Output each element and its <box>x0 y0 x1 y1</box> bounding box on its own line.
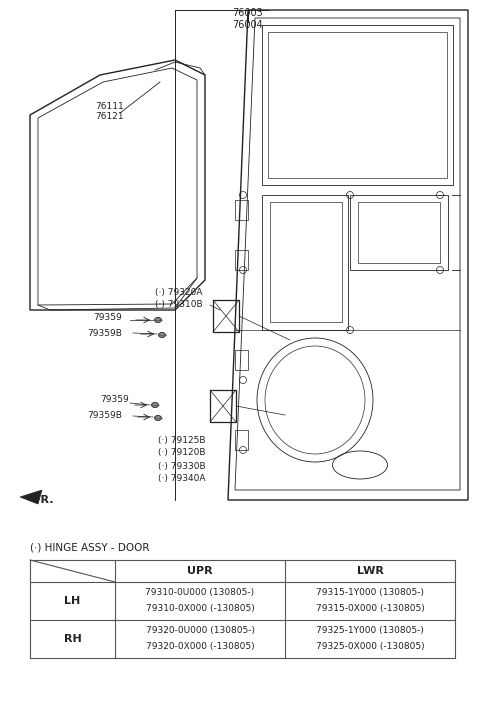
Text: (·) 79120B: (·) 79120B <box>158 448 205 458</box>
Text: 79310-0X000 (-130805): 79310-0X000 (-130805) <box>145 603 254 612</box>
Text: (·) 79310B: (·) 79310B <box>155 301 203 310</box>
Text: 76111
76121: 76111 76121 <box>95 102 124 121</box>
Text: UPR: UPR <box>187 566 213 576</box>
Text: (·) 79330B: (·) 79330B <box>158 462 205 470</box>
Ellipse shape <box>158 332 166 337</box>
Text: RH: RH <box>64 634 82 644</box>
Ellipse shape <box>155 415 161 420</box>
Text: 79359: 79359 <box>100 396 129 405</box>
Text: LH: LH <box>64 596 81 606</box>
Polygon shape <box>20 490 42 504</box>
Text: 79359B: 79359B <box>87 412 122 420</box>
Text: 79315-1Y000 (130805-): 79315-1Y000 (130805-) <box>316 589 424 598</box>
Text: 79325-1Y000 (130805-): 79325-1Y000 (130805-) <box>316 627 424 636</box>
Text: (·) 79320A: (·) 79320A <box>155 287 203 296</box>
Text: (·) 79125B: (·) 79125B <box>158 436 205 444</box>
Text: (·) HINGE ASSY - DOOR: (·) HINGE ASSY - DOOR <box>30 543 149 553</box>
Text: 79359B: 79359B <box>87 329 122 337</box>
Text: 79325-0X000 (-130805): 79325-0X000 (-130805) <box>316 641 424 650</box>
Text: 79310-0U000 (130805-): 79310-0U000 (130805-) <box>145 589 254 598</box>
Text: 79320-0U000 (130805-): 79320-0U000 (130805-) <box>145 627 254 636</box>
Text: FR.: FR. <box>33 495 53 505</box>
Ellipse shape <box>152 403 158 408</box>
Text: 79320-0X000 (-130805): 79320-0X000 (-130805) <box>146 641 254 650</box>
Text: 79359: 79359 <box>93 313 122 322</box>
Text: LWR: LWR <box>357 566 384 576</box>
Text: (·) 79340A: (·) 79340A <box>158 474 205 484</box>
Text: 79315-0X000 (-130805): 79315-0X000 (-130805) <box>316 603 424 612</box>
Text: 76003
76004: 76003 76004 <box>233 8 264 30</box>
Ellipse shape <box>155 318 161 322</box>
